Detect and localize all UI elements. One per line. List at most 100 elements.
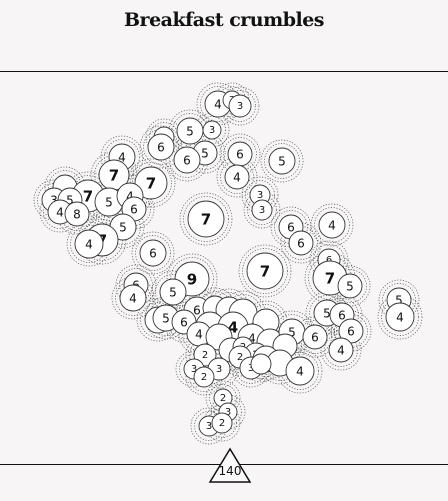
bubble-circle: [211, 412, 233, 434]
node-halo: [135, 235, 171, 271]
node-halo: [310, 203, 354, 247]
bubble-node[interactable]: 6: [302, 324, 328, 350]
bubble-label: 6: [311, 331, 319, 345]
bubble-node[interactable]: 4: [74, 229, 104, 259]
bubble-label: 3: [191, 364, 197, 375]
bubble-label: 4: [129, 292, 137, 306]
bubble-node[interactable]: 6: [288, 230, 314, 256]
node-halo: [126, 158, 176, 208]
bubble-label: 3: [209, 125, 215, 136]
bubble-label: 5: [395, 294, 403, 308]
node-halo: [381, 298, 419, 336]
bubble-circle: [285, 356, 315, 386]
bubble-label: 4: [195, 328, 203, 342]
node-halo: [166, 253, 218, 305]
bubble-circle: [202, 120, 222, 140]
bubble-circle: [328, 337, 354, 363]
node-halo: [377, 294, 423, 340]
bubble-circle: [337, 273, 363, 299]
bubble-label: 6: [236, 148, 244, 162]
bubble-node[interactable]: 5: [337, 273, 363, 299]
bubble-label: 5: [288, 326, 296, 340]
bubble-circle: [228, 94, 252, 118]
bubble-label: 3: [206, 421, 212, 432]
counter-marker[interactable]: 140: [208, 447, 252, 483]
node-halo: [238, 244, 292, 298]
bubble-node[interactable]: 4: [285, 356, 315, 386]
bubble-circle: [64, 201, 90, 227]
bubble-node[interactable]: 8: [64, 201, 90, 227]
bubble-label: 7: [260, 263, 270, 281]
bubble-label: 6: [157, 141, 165, 155]
bubble-label: 6: [297, 237, 305, 251]
bubble-label: 4: [118, 151, 126, 165]
bubble-label: 3: [259, 205, 265, 216]
bubble-label: 5: [323, 307, 331, 321]
bubble-label: 5: [186, 125, 194, 139]
bubble-label: 4: [126, 190, 134, 204]
bubble-node[interactable]: 5: [176, 117, 204, 145]
bubble-circle: [147, 133, 175, 161]
bubble-node[interactable]: 2: [211, 412, 233, 434]
bubble-circle: [250, 353, 272, 375]
bubble-circle: [193, 366, 215, 388]
bubble-label: 2: [201, 372, 207, 383]
node-halo: [214, 398, 242, 426]
bubble-node[interactable]: 4: [328, 337, 354, 363]
bubble-label: 5: [278, 155, 286, 169]
bubble-node[interactable]: 5: [159, 278, 187, 306]
bubble-label: 6: [338, 309, 346, 323]
node-halo: [220, 160, 254, 194]
node-halo: [313, 244, 345, 276]
bubble-circle: [224, 164, 250, 190]
bubble-label: 3: [248, 363, 254, 374]
node-halo: [242, 248, 288, 294]
bubble-node[interactable]: 3: [228, 94, 252, 118]
node-halo: [131, 231, 175, 275]
bubble-node[interactable]: 3: [251, 199, 273, 221]
bubble-circle: [302, 324, 328, 350]
bubble-label: 7: [109, 167, 119, 185]
node-halo: [324, 333, 358, 367]
bubble-node[interactable]: 3: [202, 120, 222, 140]
bubble-node[interactable]: 4: [224, 164, 250, 190]
node-halo: [100, 135, 144, 179]
bubble-label: 4: [248, 332, 256, 346]
bubble-circle: [268, 147, 296, 175]
bubble-label: 4: [396, 311, 404, 325]
bubble-node[interactable]: [250, 353, 272, 375]
bubble-label: 6: [347, 325, 355, 339]
bubble-node[interactable]: 5: [268, 147, 296, 175]
bubble-circle: [318, 211, 346, 239]
bubble-label: 6: [149, 247, 157, 261]
node-halo: [281, 352, 319, 390]
bubble-node[interactable]: 6: [147, 133, 175, 161]
bubble-label: 3: [257, 190, 263, 201]
bubble-node[interactable]: 7: [134, 166, 168, 200]
bubble-node[interactable]: 2: [193, 366, 215, 388]
node-halo: [284, 226, 318, 260]
node-halo: [320, 329, 362, 371]
bubble-label: 6: [180, 316, 188, 330]
bubble-label: 2: [202, 350, 208, 361]
bubble-node[interactable]: 4: [385, 302, 415, 332]
bubble-node[interactable]: 4: [119, 284, 147, 312]
bubble-circle: [173, 146, 201, 174]
node-halo: [179, 192, 233, 246]
bubble-label: 3: [225, 407, 231, 418]
bubble-node[interactable]: 7: [246, 252, 284, 290]
bubble-node[interactable]: 4: [318, 211, 346, 239]
bubble-node[interactable]: 6: [139, 239, 167, 267]
bubble-node[interactable]: 6: [227, 141, 253, 167]
node-halo: [205, 380, 241, 416]
bubble-label: 7: [146, 175, 156, 193]
node-halo: [260, 139, 304, 183]
bubble-label: 5: [119, 221, 127, 235]
bubble-label: 3: [216, 364, 222, 375]
bubble-label: 8: [73, 208, 81, 222]
bubble-node[interactable]: 6: [173, 146, 201, 174]
bubble-label: 4: [214, 98, 222, 112]
bubble-node[interactable]: 7: [187, 200, 225, 238]
bubble-label: 5: [162, 312, 170, 326]
bubble-label: 3: [237, 101, 243, 112]
